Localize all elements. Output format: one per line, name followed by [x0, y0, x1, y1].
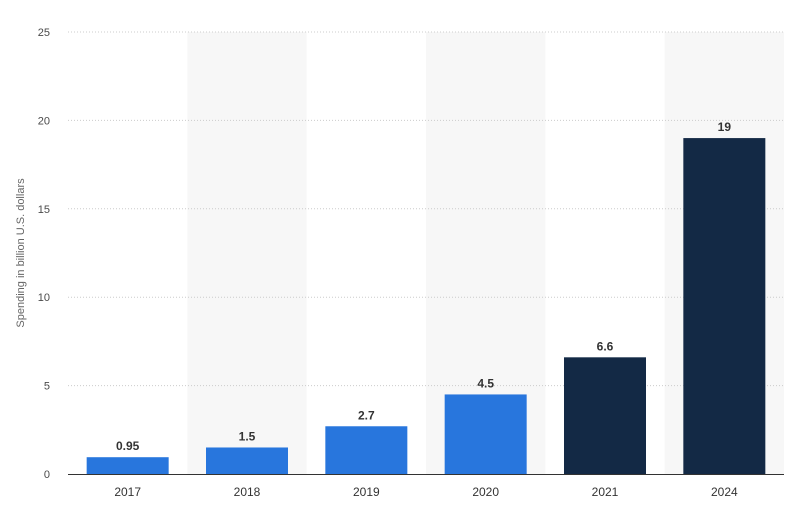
- y-tick-label: 10: [38, 292, 50, 304]
- data-label-2018: 1.5: [239, 429, 256, 443]
- bar-2024: [683, 138, 766, 474]
- x-tick-label-2019: 2019: [353, 485, 380, 499]
- bar-2021: [564, 357, 646, 474]
- data-label-2019: 2.7: [358, 408, 375, 422]
- bar-2019: [325, 426, 408, 474]
- bars: [86, 138, 766, 474]
- y-axis-ticks: 0 5 10 15 20 25: [38, 27, 50, 481]
- column-shade-2018: [187, 32, 307, 474]
- data-label-2017: 0.95: [116, 439, 140, 453]
- y-tick-label: 25: [38, 27, 50, 39]
- x-tick-label-2017: 2017: [114, 485, 141, 499]
- data-labels: 0.95 1.5 2.7 4.5 6.6 19: [116, 120, 731, 453]
- x-tick-label-2018: 2018: [234, 485, 261, 499]
- y-tick-label: 5: [44, 381, 50, 393]
- x-tick-label-2020: 2020: [472, 485, 499, 499]
- x-tick-label-2024: 2024: [711, 485, 738, 499]
- x-axis-ticks: 2017 2018 2019 2020 2021 2024: [114, 485, 738, 499]
- bar-2017: [86, 457, 169, 474]
- y-tick-label: 0: [44, 469, 50, 481]
- y-tick-label: 15: [38, 204, 50, 216]
- data-label-2020: 4.5: [477, 376, 494, 390]
- y-tick-label: 20: [38, 115, 50, 127]
- y-axis-title: Spending in billion U.S. dollars: [15, 178, 27, 328]
- bar-2018: [206, 447, 288, 474]
- x-tick-label-2021: 2021: [592, 485, 619, 499]
- data-label-2024: 19: [718, 120, 732, 134]
- bar-2020: [444, 394, 527, 474]
- data-label-2021: 6.6: [597, 339, 614, 353]
- grid-lines: [68, 31, 784, 387]
